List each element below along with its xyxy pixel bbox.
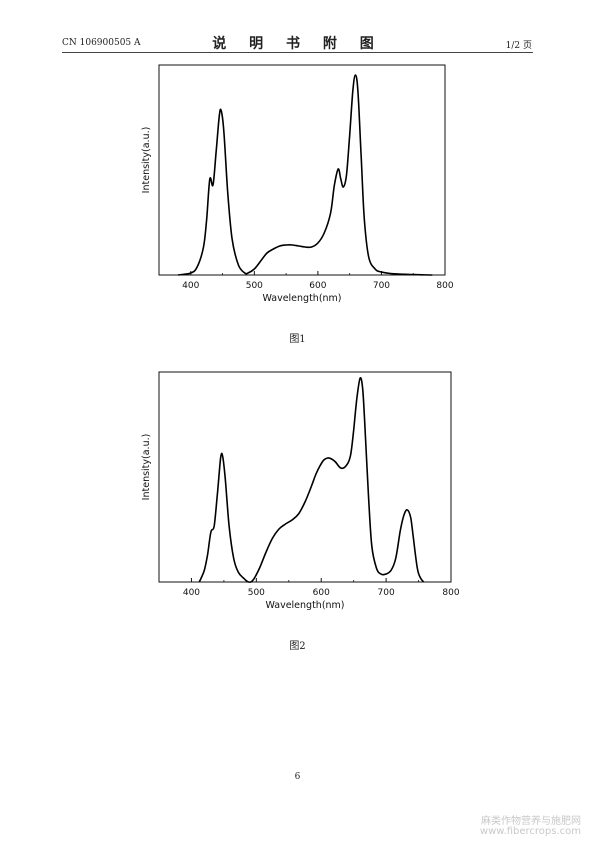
spectrum-line [198,376,425,583]
plot-frame [158,64,446,276]
x-tick-label: 800 [436,281,453,291]
y-axis-label: Intensity(a.u.) [141,127,152,194]
x-axis-label: Wavelength(nm) [265,600,344,611]
header-rule [62,52,533,53]
watermark-site-name: 麻类作物营养与施肥网 [481,816,581,827]
x-axis-label: Wavelength(nm) [262,293,341,304]
page-number: 6 [294,772,301,782]
x-tick-label: 600 [309,281,326,291]
figure-1: 400 500 600 700 800 Wavelength(nm) Intensity(a… [0,55,595,315]
watermark-url: www.fibercrops.com [479,826,581,837]
header-document-number: CN 106900505 A [62,38,141,48]
x-tick-label: 700 [378,588,395,598]
figure-1-chart: 400 500 600 700 800 Wavelength(nm) Intensity(a… [141,64,454,304]
x-tick-label: 800 [442,588,459,598]
plot-frame [158,371,452,583]
figure-2-caption: 图2 [289,641,306,652]
header-page-indicator: 1/2 页 [505,41,532,51]
x-tick-label: 400 [183,588,200,598]
x-tick-label: 700 [373,281,390,291]
header-title: 说 明 书 附 图 [212,36,383,52]
figure-2-chart: 400 500 600 700 800 Wavelength(nm) Intensity(a… [141,371,460,611]
y-axis-label: Intensity(a.u.) [141,434,152,501]
figure-1-caption: 图1 [289,334,306,345]
x-tick-label: 400 [182,281,199,291]
x-tick-label: 500 [246,281,263,291]
figure-2: 400 500 600 700 800 Wavelength(nm) Intensity(a… [0,362,595,622]
spectrum-line [177,74,433,276]
x-tick-label: 500 [248,588,265,598]
x-tick-label: 600 [313,588,330,598]
